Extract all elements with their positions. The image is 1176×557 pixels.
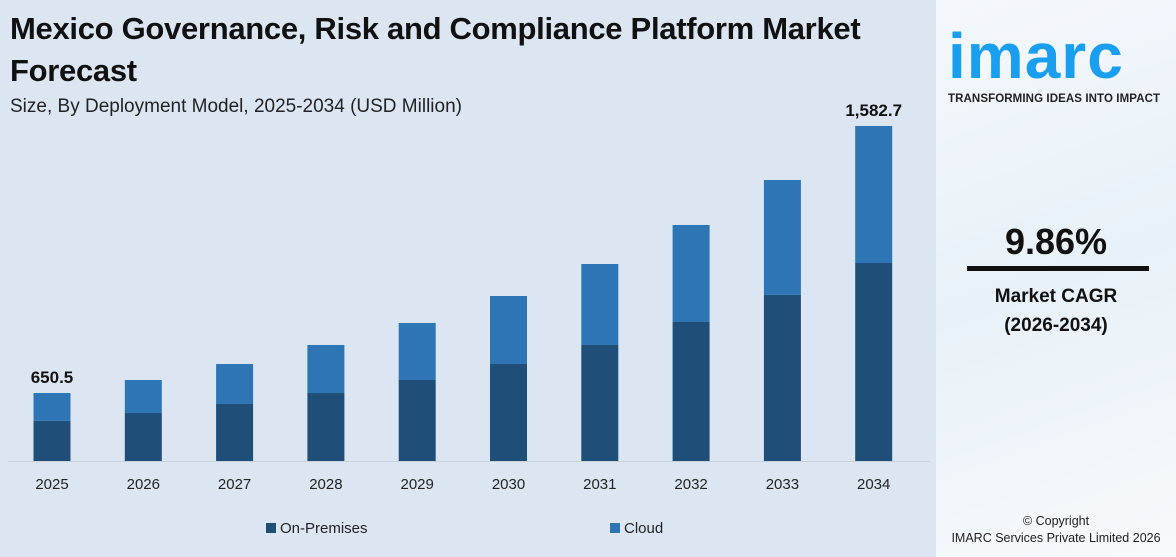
bar-cloud-2028 <box>307 344 345 394</box>
bar-cloud-2030 <box>490 296 527 364</box>
sidebar-panel: imarc TRANSFORMING IDEAS INTO IMPACT 9.8… <box>936 0 1176 557</box>
bar-on-premises-2030 <box>490 363 527 461</box>
bar-cloud-2029 <box>398 322 436 380</box>
x-tick-label: 2032 <box>674 476 707 493</box>
x-tick-label: 2030 <box>492 476 525 493</box>
x-tick-label: 2025 <box>35 476 68 493</box>
data-label-2034: 1,582.7 <box>845 101 902 120</box>
bar-on-premises-2033 <box>763 294 801 461</box>
bar-cloud-2034 <box>855 125 893 263</box>
x-tick-label: 2031 <box>583 476 616 493</box>
bar-cloud-2033 <box>763 179 801 295</box>
bar-cloud-2025 <box>33 392 71 421</box>
cagr-label-text: Market CAGR <box>994 286 1118 307</box>
bar-on-premises-2028 <box>307 393 345 461</box>
bar-cloud-2031 <box>581 264 619 345</box>
bar-on-premises-2026 <box>124 412 162 461</box>
bar-on-premises-2032 <box>672 321 710 461</box>
bar-cloud-2032 <box>672 224 710 322</box>
chart-subtitle: Size, By Deployment Model, 2025-2034 (US… <box>10 96 462 117</box>
bar-cloud-2026 <box>124 379 162 413</box>
legend-swatch <box>266 523 276 533</box>
legend-swatch <box>610 523 620 533</box>
cagr-period: (2026-2034) <box>1004 315 1108 336</box>
data-label-2025: 650.5 <box>31 368 74 387</box>
x-tick-label: 2029 <box>401 476 434 493</box>
logo-tagline: TRANSFORMING IDEAS INTO IMPACT <box>948 93 1161 105</box>
x-tick-label: 2028 <box>309 476 342 493</box>
legend-label: Cloud <box>624 520 663 537</box>
stacked-bar-chart: 2025 650.5 2026 2027 2028 2029 2030 2031 2032 203… <box>8 101 930 537</box>
chart-title: Mexico Governance, Risk and Compliance P… <box>10 11 861 88</box>
bar-on-premises-2034 <box>855 262 893 461</box>
legend-label: On-Premises <box>280 520 368 537</box>
copyright: © Copyright IMARC Services Private Limit… <box>936 513 1176 547</box>
chart-header: Mexico Governance, Risk and Compliance P… <box>10 8 925 118</box>
x-tick-label: 2033 <box>766 476 799 493</box>
imarc-logo: imarc <box>948 20 1124 92</box>
x-tick-label: 2034 <box>857 476 890 493</box>
cagr-label: Market CAGR (2026-2034) <box>936 282 1176 340</box>
x-tick-label: 2027 <box>218 476 251 493</box>
bar-on-premises-2025 <box>33 420 71 461</box>
copyright-line1: © Copyright <box>1022 514 1090 528</box>
bar-on-premises-2031 <box>581 344 619 461</box>
copyright-line2: IMARC Services Private Limited 2026 <box>951 531 1161 545</box>
bar-on-premises-2027 <box>216 403 254 461</box>
bar-on-premises-2029 <box>398 379 436 461</box>
cagr-value: 9.86% <box>1004 221 1108 262</box>
bar-cloud-2027 <box>216 364 254 404</box>
divider <box>967 266 1149 271</box>
x-tick-label: 2026 <box>127 476 160 493</box>
